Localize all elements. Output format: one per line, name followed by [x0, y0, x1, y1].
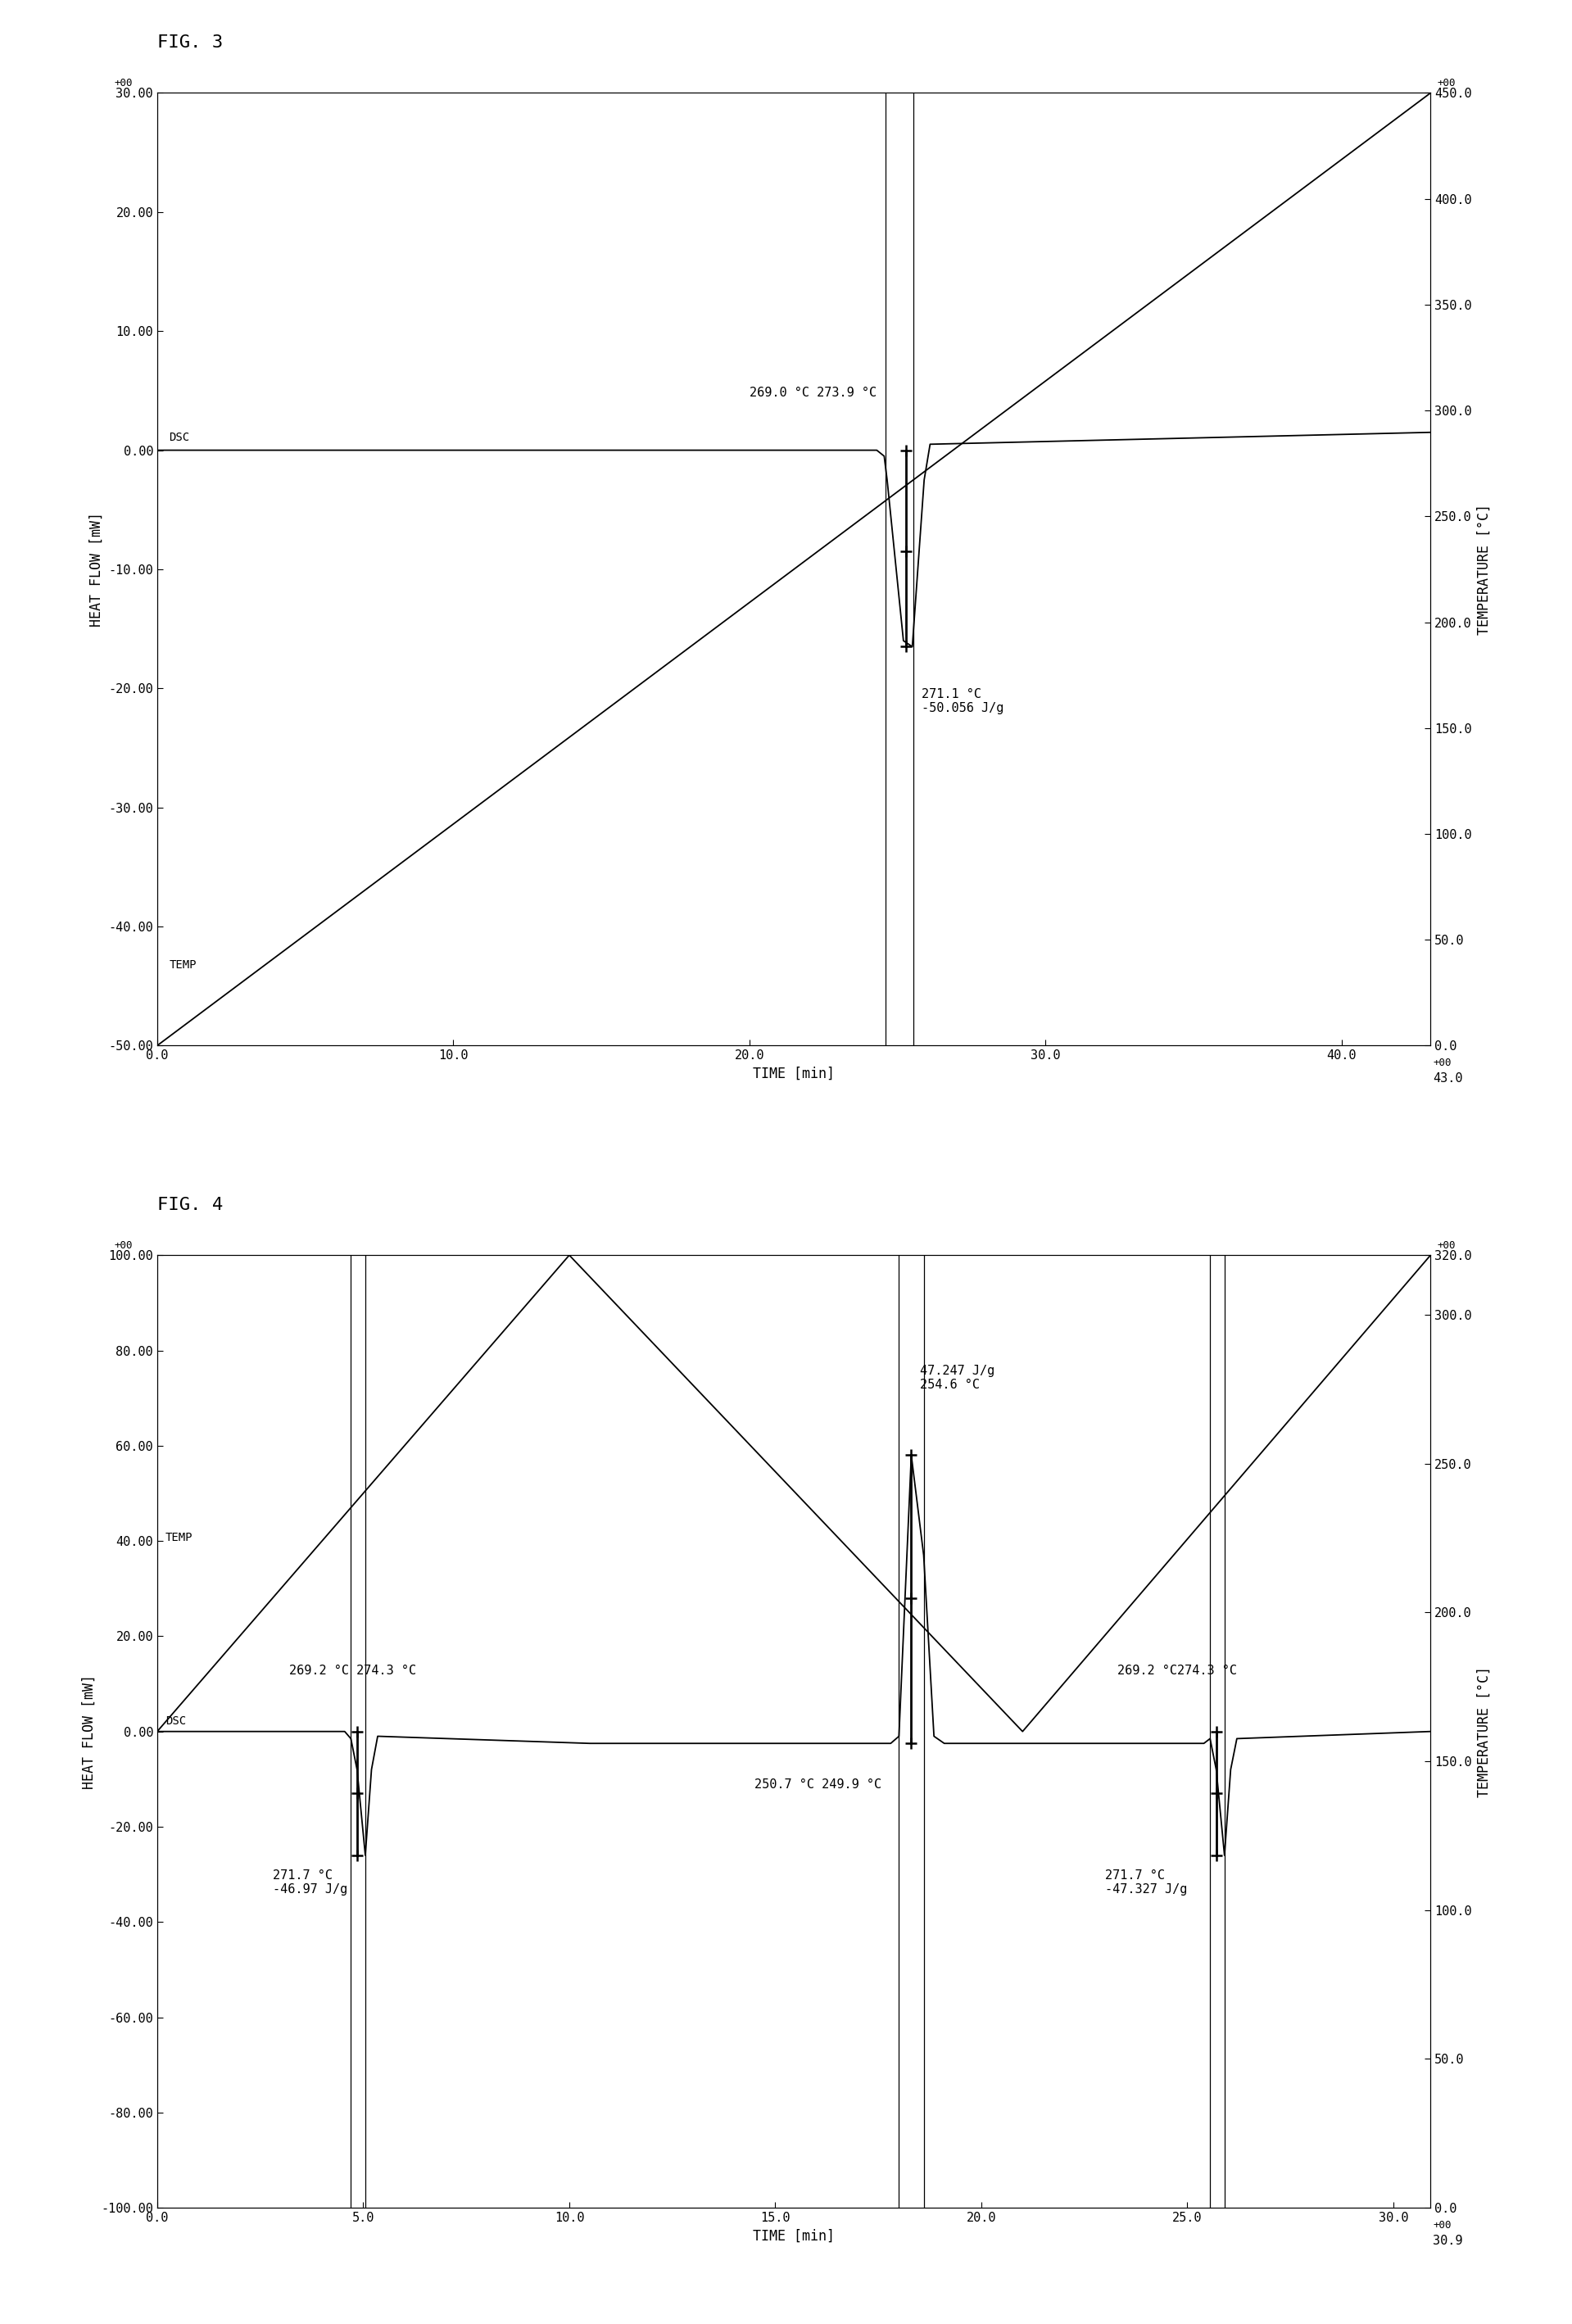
Y-axis label: TEMPERATURE [°C]: TEMPERATURE [°C] [1476, 504, 1492, 634]
Text: +00: +00 [1437, 79, 1456, 88]
Text: FIG. 4: FIG. 4 [157, 1197, 223, 1213]
Text: 271.7 °C
-47.327 J/g: 271.7 °C -47.327 J/g [1105, 1868, 1187, 1896]
Text: 43.0: 43.0 [1432, 1071, 1462, 1085]
X-axis label: TIME [min]: TIME [min] [753, 2229, 835, 2243]
Text: DSC: DSC [165, 1715, 185, 1727]
X-axis label: TIME [min]: TIME [min] [753, 1067, 835, 1081]
Text: 269.0 °C 273.9 °C: 269.0 °C 273.9 °C [750, 386, 877, 400]
Y-axis label: HEAT FLOW [mW]: HEAT FLOW [mW] [90, 511, 104, 627]
Text: +00: +00 [1437, 1241, 1456, 1250]
Text: 269.2 °C274.3 °C: 269.2 °C274.3 °C [1118, 1664, 1237, 1678]
Text: 269.2 °C 274.3 °C: 269.2 °C 274.3 °C [289, 1664, 417, 1678]
Text: +00: +00 [1432, 2219, 1451, 2231]
Text: FIG. 3: FIG. 3 [157, 35, 223, 51]
Text: 250.7 °C 249.9 °C: 250.7 °C 249.9 °C [755, 1778, 882, 1792]
Text: DSC: DSC [170, 432, 190, 444]
Text: 271.7 °C
-46.97 J/g: 271.7 °C -46.97 J/g [272, 1868, 347, 1896]
Y-axis label: HEAT FLOW [mW]: HEAT FLOW [mW] [82, 1673, 96, 1789]
Text: TEMP: TEMP [165, 1532, 193, 1543]
Text: TEMP: TEMP [170, 960, 196, 971]
Text: 47.247 J/g
254.6 °C: 47.247 J/g 254.6 °C [920, 1364, 995, 1392]
Text: 271.1 °C
-50.056 J/g: 271.1 °C -50.056 J/g [921, 688, 1003, 713]
Text: +00: +00 [1432, 1057, 1451, 1069]
Text: +00: +00 [113, 79, 132, 88]
Text: +00: +00 [113, 1241, 132, 1250]
Text: 30.9: 30.9 [1432, 2233, 1462, 2247]
Y-axis label: TEMPERATURE [°C]: TEMPERATURE [°C] [1476, 1666, 1492, 1796]
